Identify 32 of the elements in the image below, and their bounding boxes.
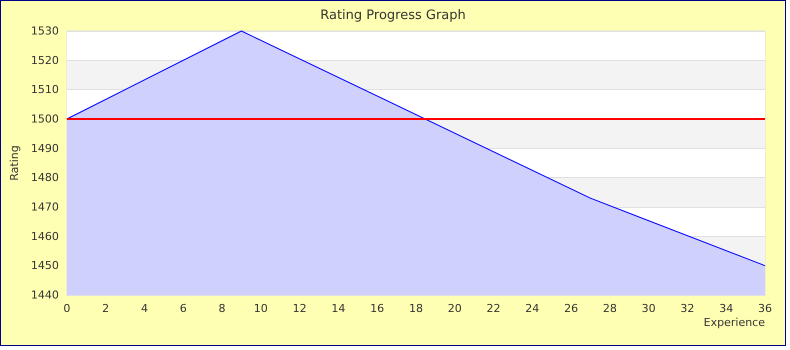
y-tick-label: 1470 <box>30 200 59 214</box>
x-tick-label: 28 <box>602 302 617 315</box>
x-tick-label: 32 <box>680 302 694 315</box>
x-tick-label: 30 <box>642 302 656 315</box>
y-tick-label: 1450 <box>30 259 59 272</box>
x-tick-label: 0 <box>63 302 70 315</box>
x-tick-label: 34 <box>719 302 734 315</box>
y-tick-label: 1460 <box>30 230 59 243</box>
x-tick-label: 14 <box>331 302 346 315</box>
x-tick-label: 22 <box>486 302 501 315</box>
x-tick-label: 18 <box>408 302 423 315</box>
chart-title: Rating Progress Graph <box>320 8 466 23</box>
x-tick-label: 10 <box>254 302 268 315</box>
x-tick-label: 26 <box>564 302 578 315</box>
y-tick-label: 1520 <box>30 54 59 67</box>
y-axis-title: Rating <box>8 145 21 181</box>
x-tick-label: 36 <box>758 302 772 315</box>
x-tick-label: 16 <box>370 302 384 315</box>
x-tick-label: 20 <box>448 302 462 315</box>
x-tick-label: 6 <box>180 302 187 315</box>
y-tick-label: 1510 <box>30 83 59 96</box>
y-tick-label: 1480 <box>30 171 59 184</box>
y-tick-label: 1490 <box>30 142 59 155</box>
x-tick-label: 24 <box>525 302 540 315</box>
y-tick-label: 1440 <box>30 288 59 302</box>
x-tick-label: 4 <box>140 302 148 315</box>
x-tick-label: 12 <box>292 302 307 315</box>
x-tick-label: 8 <box>218 302 226 315</box>
y-tick-label: 1530 <box>30 24 59 38</box>
x-tick-label: 2 <box>102 302 110 315</box>
y-tick-label: 1500 <box>30 112 59 126</box>
x-axis-title: Experience <box>704 316 766 329</box>
